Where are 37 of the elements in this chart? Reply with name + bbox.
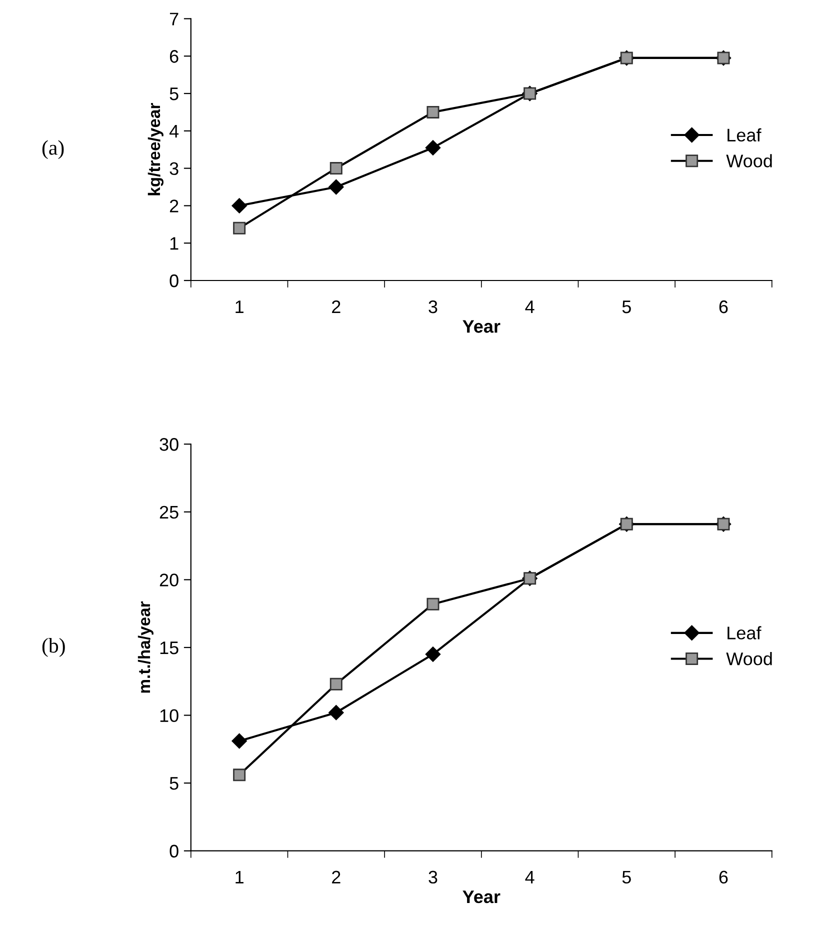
- y-tick-label: 5: [170, 777, 178, 790]
- legend-label: Leaf: [728, 626, 762, 640]
- y-tick-label: 3: [170, 162, 178, 176]
- y-tick-label: 0: [170, 274, 178, 288]
- y-tick-label: 2: [170, 200, 178, 212]
- x-tick-label: 3: [428, 300, 438, 314]
- y-tick-label: 5: [170, 88, 178, 100]
- y-tick-label: 6: [170, 50, 178, 63]
- x-tick-label: 4: [525, 300, 534, 314]
- x-axis-title: Year: [462, 320, 500, 333]
- text: (a): [42, 140, 64, 160]
- x-tick-label: 1: [236, 300, 244, 314]
- y-tick-label: 1: [170, 237, 178, 250]
- y-tick-label: 4: [169, 125, 179, 138]
- x-tick-label: 5: [622, 870, 631, 884]
- y-tick-label: 20: [160, 574, 178, 586]
- x-tick-label: 1: [236, 870, 244, 884]
- legend-label: Wood: [726, 652, 772, 666]
- x-tick-label: 6: [719, 300, 728, 314]
- text: (b): [42, 638, 65, 657]
- y-axis-title: m.t./ha/year: [138, 601, 154, 693]
- y-axis-title: kg/tree/year: [148, 103, 164, 196]
- x-tick-label: 2: [332, 300, 340, 314]
- x-tick-label: 3: [428, 870, 438, 884]
- x-tick-label: 2: [332, 870, 340, 884]
- y-tick-label: 0: [170, 844, 178, 858]
- y-tick-label: 10: [160, 709, 178, 722]
- x-tick-label: 6: [719, 870, 728, 884]
- legend-label: Leaf: [728, 128, 762, 142]
- y-tick-label: 15: [160, 642, 178, 654]
- y-tick-label: 25: [160, 506, 178, 519]
- legend-label: Wood: [726, 154, 772, 168]
- x-tick-label: 5: [622, 300, 631, 314]
- x-tick-label: 4: [525, 870, 534, 884]
- y-tick-label: 7: [170, 12, 178, 26]
- x-axis-title: Year: [462, 890, 500, 904]
- y-tick-label: 30: [160, 438, 178, 451]
